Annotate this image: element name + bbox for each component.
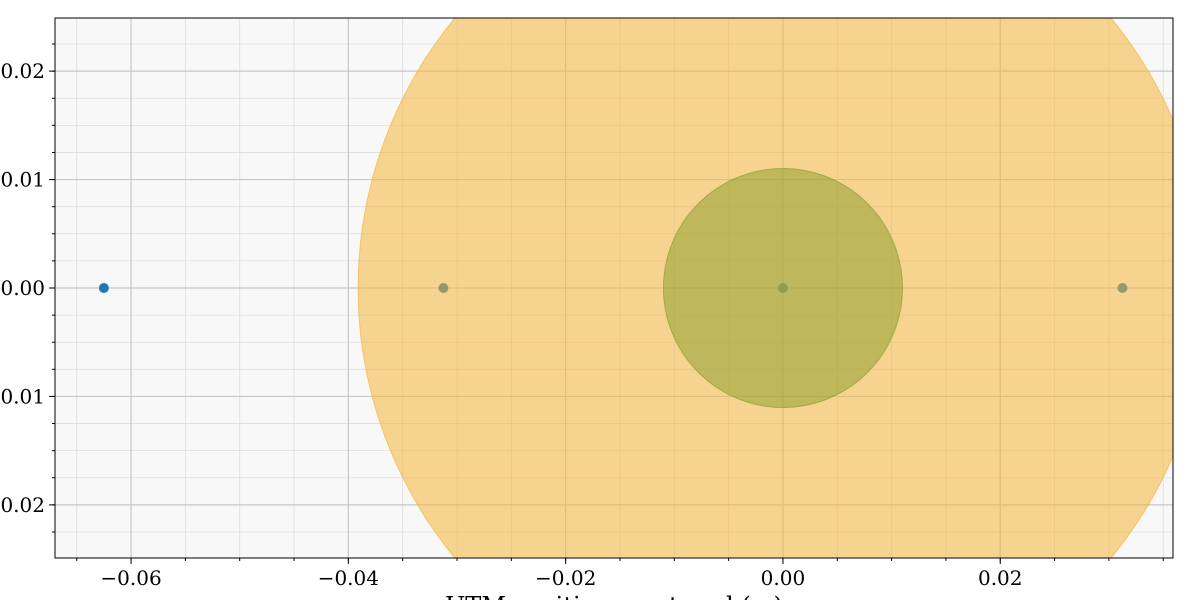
x-axis-label: UTM position, centered (m)	[445, 592, 783, 600]
y-tick-label: 0.01	[0, 168, 45, 192]
axes: −0.06 −0.04 −0.02 0.00 0.02 −0.02 −0.01 0.00 0.0…	[0, 43, 1164, 590]
y-tick-label: −0.01	[0, 384, 45, 408]
x-tick-label: −0.06	[100, 566, 161, 590]
y-tick-label: 0.02	[0, 59, 45, 83]
range-circle	[662, 167, 903, 409]
x-tick-label: 0.02	[978, 566, 1023, 590]
marks	[98, 18, 1173, 558]
y-tick-label: 0.00	[0, 276, 45, 300]
point	[98, 283, 109, 293]
x-tick-label: −0.04	[318, 566, 379, 590]
x-tick-label: 0.00	[761, 566, 806, 590]
y-tick-label: −0.02	[0, 493, 45, 517]
x-tick-label: −0.02	[535, 566, 596, 590]
